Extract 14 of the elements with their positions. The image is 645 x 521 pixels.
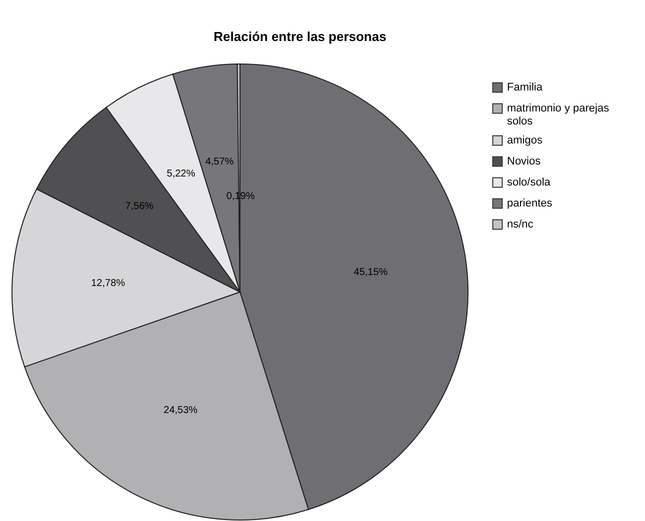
data-label: 4,57%	[205, 156, 234, 168]
data-label: 45,15%	[354, 266, 388, 278]
data-label: 7,56%	[125, 201, 154, 212]
data-label: 24,53%	[164, 405, 198, 416]
data-label: 12,78%	[91, 278, 126, 290]
legend-label: solo/sola	[507, 176, 552, 188]
chart-title: Relación entre las personas	[214, 29, 386, 44]
legend-label: matrimonio y parejas solos	[507, 102, 610, 128]
legend-label: ns/nc	[507, 218, 534, 230]
legend-label: Familia	[507, 82, 544, 94]
legend-label: amigos	[507, 134, 543, 146]
legend-label: Novios	[507, 156, 542, 168]
data-label: 5,22%	[166, 168, 196, 180]
legend-label: parientes	[507, 198, 553, 210]
